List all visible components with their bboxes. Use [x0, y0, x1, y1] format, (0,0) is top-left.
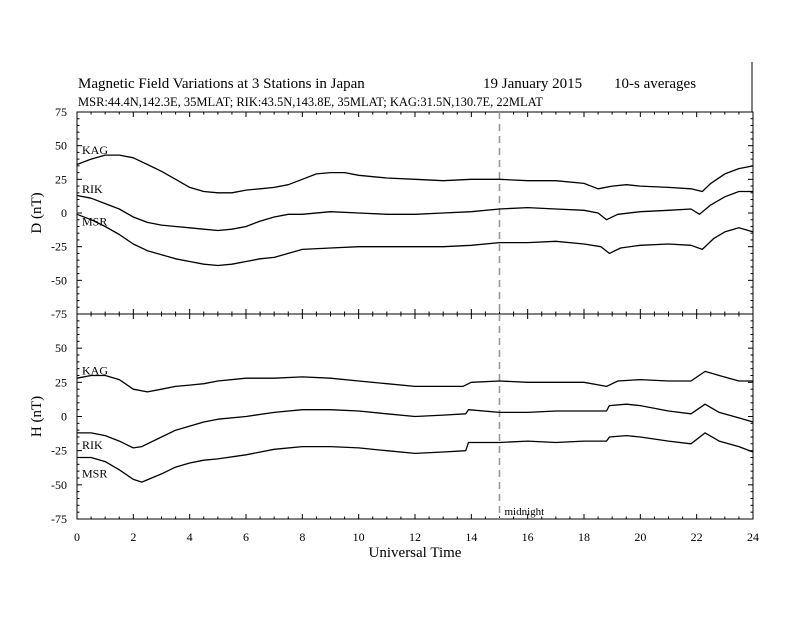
y-tick-label: -50	[51, 273, 67, 287]
x-tick-label: 4	[187, 530, 193, 544]
series-line-kag	[76, 370, 753, 393]
y-tick-label: 50	[55, 341, 67, 355]
x-axis-label: Universal Time	[369, 545, 462, 561]
y-tick-label: -75	[51, 512, 67, 526]
series-label-rik: RIK	[82, 438, 103, 452]
y-axis-label: H (nT)	[29, 396, 45, 437]
y-tick-label: 0	[61, 410, 67, 424]
x-tick-label: 8	[299, 530, 305, 544]
x-tick-label: 12	[409, 530, 421, 544]
station-coordinates: MSR:44.4N,142.3E, 35MLAT; RIK:43.5N,143.…	[78, 95, 543, 109]
x-tick-label: 20	[634, 530, 646, 544]
series-label-kag: KAG	[82, 364, 108, 378]
y-axis-label: D (nT)	[29, 192, 45, 233]
series-line-rik	[76, 190, 753, 232]
series-line-kag	[76, 154, 754, 194]
averaging-label: 10-s averages	[614, 76, 696, 92]
y-tick-label: 25	[55, 172, 67, 186]
series-label-msr: MSR	[82, 467, 107, 481]
y-tick-label: 50	[55, 139, 67, 153]
x-tick-label: 18	[578, 530, 590, 544]
x-tick-label: 14	[465, 530, 477, 544]
y-tick-label: -25	[51, 240, 67, 254]
series-label-rik: RIK	[82, 182, 103, 196]
x-tick-label: 6	[243, 530, 249, 544]
plot-frame	[76, 111, 754, 315]
d-panel: 75 50 25 0 -25 -50 -75 D (nT) KAG RIK MSR	[29, 105, 754, 321]
chart-title: Magnetic Field Variations at 3 Stations …	[78, 76, 365, 92]
y-tick-label: 25	[55, 375, 67, 389]
x-tick-label: 2	[130, 530, 136, 544]
x-tick-label: 24	[747, 530, 759, 544]
y-tick-label: 0	[61, 206, 67, 220]
series-line-rik	[77, 403, 754, 449]
series-label-kag: KAG	[82, 143, 108, 157]
y-tick-label: -25	[51, 444, 67, 458]
x-tick-label: 0	[74, 530, 80, 544]
series-label-msr: MSR	[82, 215, 107, 229]
y-tick-label: -75	[51, 307, 67, 321]
x-tick-label: 22	[691, 530, 703, 544]
x-tick-label: 10	[353, 530, 365, 544]
y-tick-label: 75	[55, 105, 67, 119]
series-line-msr	[76, 213, 754, 267]
midnight-label: midnight	[505, 506, 545, 518]
x-tick-label: 16	[522, 530, 534, 544]
y-tick-label: -50	[51, 478, 67, 492]
series-line-msr	[77, 432, 754, 483]
chart-date: 19 January 2015	[483, 76, 582, 92]
